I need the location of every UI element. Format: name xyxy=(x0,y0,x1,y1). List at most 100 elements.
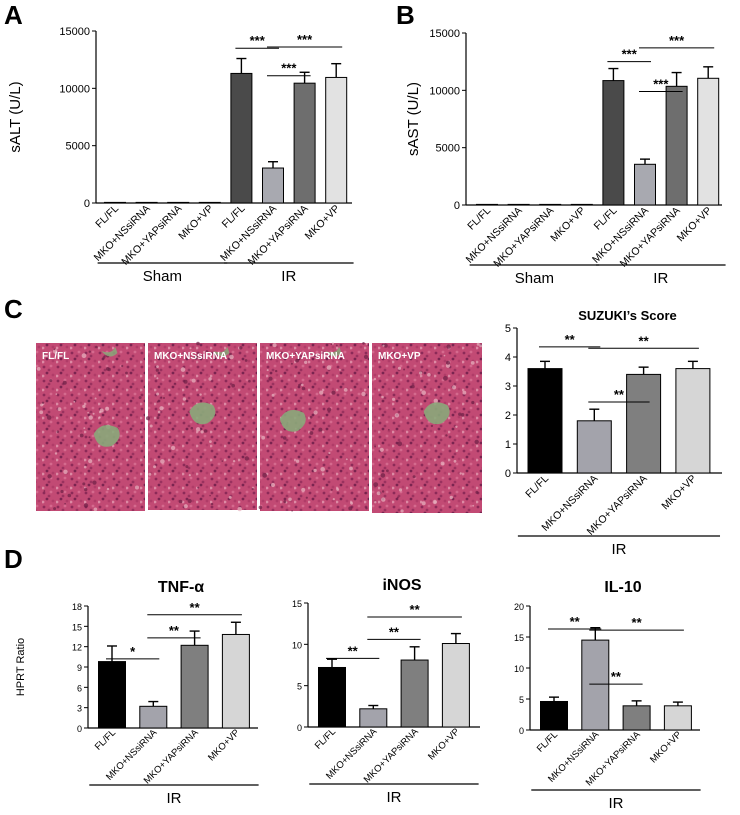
panel-label-b: B xyxy=(396,0,415,30)
significance-marker: *** xyxy=(622,47,638,62)
x-category-label: MKO+YAPsiRNA xyxy=(618,205,683,270)
bar xyxy=(507,203,530,206)
x-category-label: MKO+NSsiRNA xyxy=(92,203,153,264)
significance-marker: *** xyxy=(250,33,266,48)
significance-marker: ** xyxy=(169,623,180,638)
x-category-label: FL/FL xyxy=(313,726,338,751)
x-category-label: FL/FL xyxy=(523,473,551,501)
y-tick-label: 5000 xyxy=(436,143,460,155)
histology-label: FL/FL xyxy=(42,351,69,362)
vessel-lumen xyxy=(279,410,306,432)
x-category-label: MKO+VP xyxy=(303,203,343,243)
group-label: Sham xyxy=(143,268,182,285)
chart-title: IL-10 xyxy=(604,579,641,596)
bar xyxy=(576,420,612,474)
x-category-label: FL/FL xyxy=(465,205,493,233)
vessel-lumen xyxy=(189,402,216,425)
significance-marker: ** xyxy=(190,600,201,615)
bar xyxy=(665,85,688,206)
bar xyxy=(167,201,190,204)
y-tick-label: 10 xyxy=(514,664,524,674)
panel-label-c: C xyxy=(4,294,23,324)
x-category-label: FL/FL xyxy=(93,203,121,231)
significance-marker: ** xyxy=(348,643,359,658)
significance-marker: *** xyxy=(653,76,669,91)
bar xyxy=(104,201,126,204)
bar xyxy=(527,368,563,474)
y-tick-label: 15 xyxy=(292,599,302,609)
y-tick-label: 20 xyxy=(514,602,524,612)
y-tick-label: 10000 xyxy=(429,85,460,97)
y-tick-label: 15000 xyxy=(59,26,90,38)
histology-image: FL/FL xyxy=(36,343,145,512)
x-category-label: MKO+VP xyxy=(548,205,588,245)
group-label: IR xyxy=(608,795,623,812)
y-tick-label: 6 xyxy=(77,683,82,693)
vessel-lumen xyxy=(101,347,118,357)
bar xyxy=(400,659,429,728)
significance-marker: ** xyxy=(570,614,581,629)
histology-label: MKO+YAPsiRNA xyxy=(266,351,345,362)
significance-marker: ** xyxy=(639,333,650,348)
group-label: IR xyxy=(386,789,401,806)
significance-marker: ** xyxy=(565,332,576,347)
bar xyxy=(476,203,498,206)
bar xyxy=(634,163,656,206)
x-category-label: MKO+YAPsiRNA xyxy=(119,203,184,268)
bar xyxy=(602,80,625,206)
group-label: IR xyxy=(166,790,181,807)
bar xyxy=(325,76,348,204)
vessel-lumen xyxy=(213,347,230,357)
y-tick-label: 5 xyxy=(297,682,302,692)
significance-marker: * xyxy=(130,644,136,659)
significance-marker: ** xyxy=(410,602,421,617)
y-tick-label: 5 xyxy=(505,323,511,335)
y-axis-label: HPRT Ratio xyxy=(15,638,27,696)
y-tick-label: 0 xyxy=(84,198,90,210)
chart-title: iNOS xyxy=(382,577,421,594)
histology-image: MKO+VP xyxy=(372,342,483,513)
y-tick-label: 0 xyxy=(297,723,302,733)
bar xyxy=(675,368,711,474)
chart-d3: IL-1005101520FL/FLMKO+NSsiRNAMKO+YAPsiRN… xyxy=(514,579,701,812)
y-tick-label: 3 xyxy=(505,381,511,393)
y-tick-label: 18 xyxy=(72,602,82,612)
bar xyxy=(570,203,593,206)
y-tick-label: 5000 xyxy=(66,141,90,153)
y-tick-label: 15 xyxy=(72,622,82,632)
histology-image: MKO+NSsiRNA xyxy=(146,341,257,512)
x-category-label: FL/FL xyxy=(93,727,118,752)
bar xyxy=(198,201,221,204)
x-category-label: MKO+VP xyxy=(675,205,715,245)
bar xyxy=(697,77,720,206)
y-tick-label: 0 xyxy=(454,200,460,212)
significance-marker: ** xyxy=(611,669,622,684)
panel-label-d: D xyxy=(4,544,23,574)
significance-marker: ** xyxy=(632,615,643,630)
bar xyxy=(581,639,610,731)
vessel-lumen xyxy=(325,347,342,357)
y-tick-label: 0 xyxy=(505,468,511,480)
bar xyxy=(139,705,168,729)
y-tick-label: 10 xyxy=(292,640,302,650)
y-tick-label: 15 xyxy=(514,633,524,643)
y-tick-label: 2 xyxy=(505,410,511,422)
group-label: IR xyxy=(611,541,626,558)
x-category-label: MKO+NSsiRNA xyxy=(218,203,279,264)
significance-marker: ** xyxy=(614,387,625,402)
x-category-label: MKO+YAPsiRNA xyxy=(491,205,556,270)
x-category-label: MKO+YAPsiRNA xyxy=(246,203,311,268)
x-category-label: FL/FL xyxy=(592,205,620,233)
y-tick-label: 9 xyxy=(77,663,82,673)
y-tick-label: 3 xyxy=(77,704,82,714)
significance-marker: *** xyxy=(297,32,313,47)
histology-label: MKO+VP xyxy=(378,351,421,362)
x-category-label: FL/FL xyxy=(535,729,560,754)
y-tick-label: 0 xyxy=(77,724,82,734)
histology-label: MKO+NSsiRNA xyxy=(154,351,227,362)
y-tick-label: 1 xyxy=(505,439,511,451)
bar xyxy=(230,72,253,204)
y-tick-label: 5 xyxy=(519,695,524,705)
